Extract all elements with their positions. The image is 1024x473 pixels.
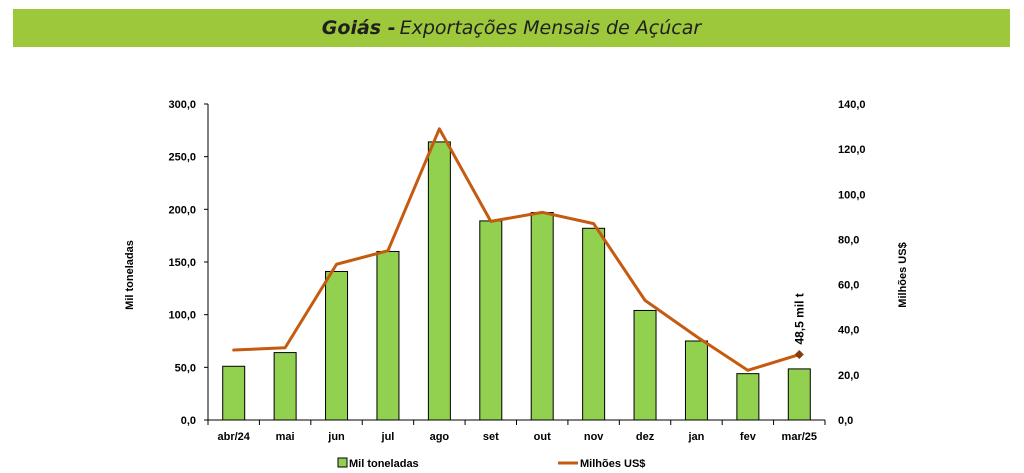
y-tick-label: 100,0 (168, 310, 196, 322)
y2-tick-label: 140,0 (838, 99, 866, 111)
legend-label-line: Milhões US$ (580, 458, 645, 470)
bar (633, 309, 657, 421)
x-tick-label: abr/24 (217, 431, 250, 443)
y2-axis-title: Milhões US$ (897, 242, 909, 307)
y2-tick-label: 0,0 (838, 415, 853, 427)
bar (325, 270, 349, 421)
x-tick-label: mai (276, 431, 295, 443)
title-banner: Goiás - Exportações Mensais de Açúcar (13, 9, 1010, 47)
y2-tick-label: 100,0 (838, 189, 866, 201)
y2-tick-label: 40,0 (838, 325, 859, 337)
bar (222, 365, 246, 421)
y-tick-label: 200,0 (168, 204, 196, 216)
bar (427, 141, 451, 421)
x-tick-label: nov (584, 431, 604, 443)
x-tick-label: mar/25 (782, 431, 817, 443)
y2-tick-label: 20,0 (838, 370, 859, 382)
bar (736, 373, 760, 421)
bar (530, 211, 554, 421)
y-tick-label: 150,0 (168, 257, 196, 269)
bar (582, 227, 606, 421)
bar (376, 250, 400, 421)
legend-label-bar: Mil toneladas (349, 458, 419, 470)
y2-tick-label: 60,0 (838, 280, 859, 292)
title-state: Goiás - (321, 17, 396, 39)
line-series-usd (232, 127, 801, 372)
bar (273, 352, 297, 421)
x-tick-label: dez (636, 431, 655, 443)
x-tick-label: set (483, 431, 499, 443)
y-tick-label: 300,0 (168, 99, 196, 111)
last-point-marker (794, 350, 804, 360)
y-tick-label: 0,0 (181, 415, 196, 427)
title-text: Exportações Mensais de Açúcar (399, 17, 702, 39)
legend-swatch-bar (337, 457, 348, 468)
y2-tick-label: 80,0 (838, 234, 859, 246)
annotation-label: 48,5 mil t (792, 293, 806, 344)
x-tick-label: fev (740, 431, 757, 443)
y-tick-label: 250,0 (168, 152, 196, 164)
y-axis-title: Mil toneladas (124, 240, 136, 310)
y-tick-label: 50,0 (175, 362, 196, 374)
x-tick-label: out (534, 431, 551, 443)
x-tick-label: ago (430, 431, 450, 443)
bar (787, 368, 811, 421)
x-tick-label: jan (688, 431, 705, 443)
bar (684, 340, 708, 421)
bar (479, 220, 503, 421)
y2-tick-label: 120,0 (838, 144, 866, 156)
x-tick-label: jul (381, 431, 395, 443)
x-tick-label: jun (327, 431, 345, 443)
